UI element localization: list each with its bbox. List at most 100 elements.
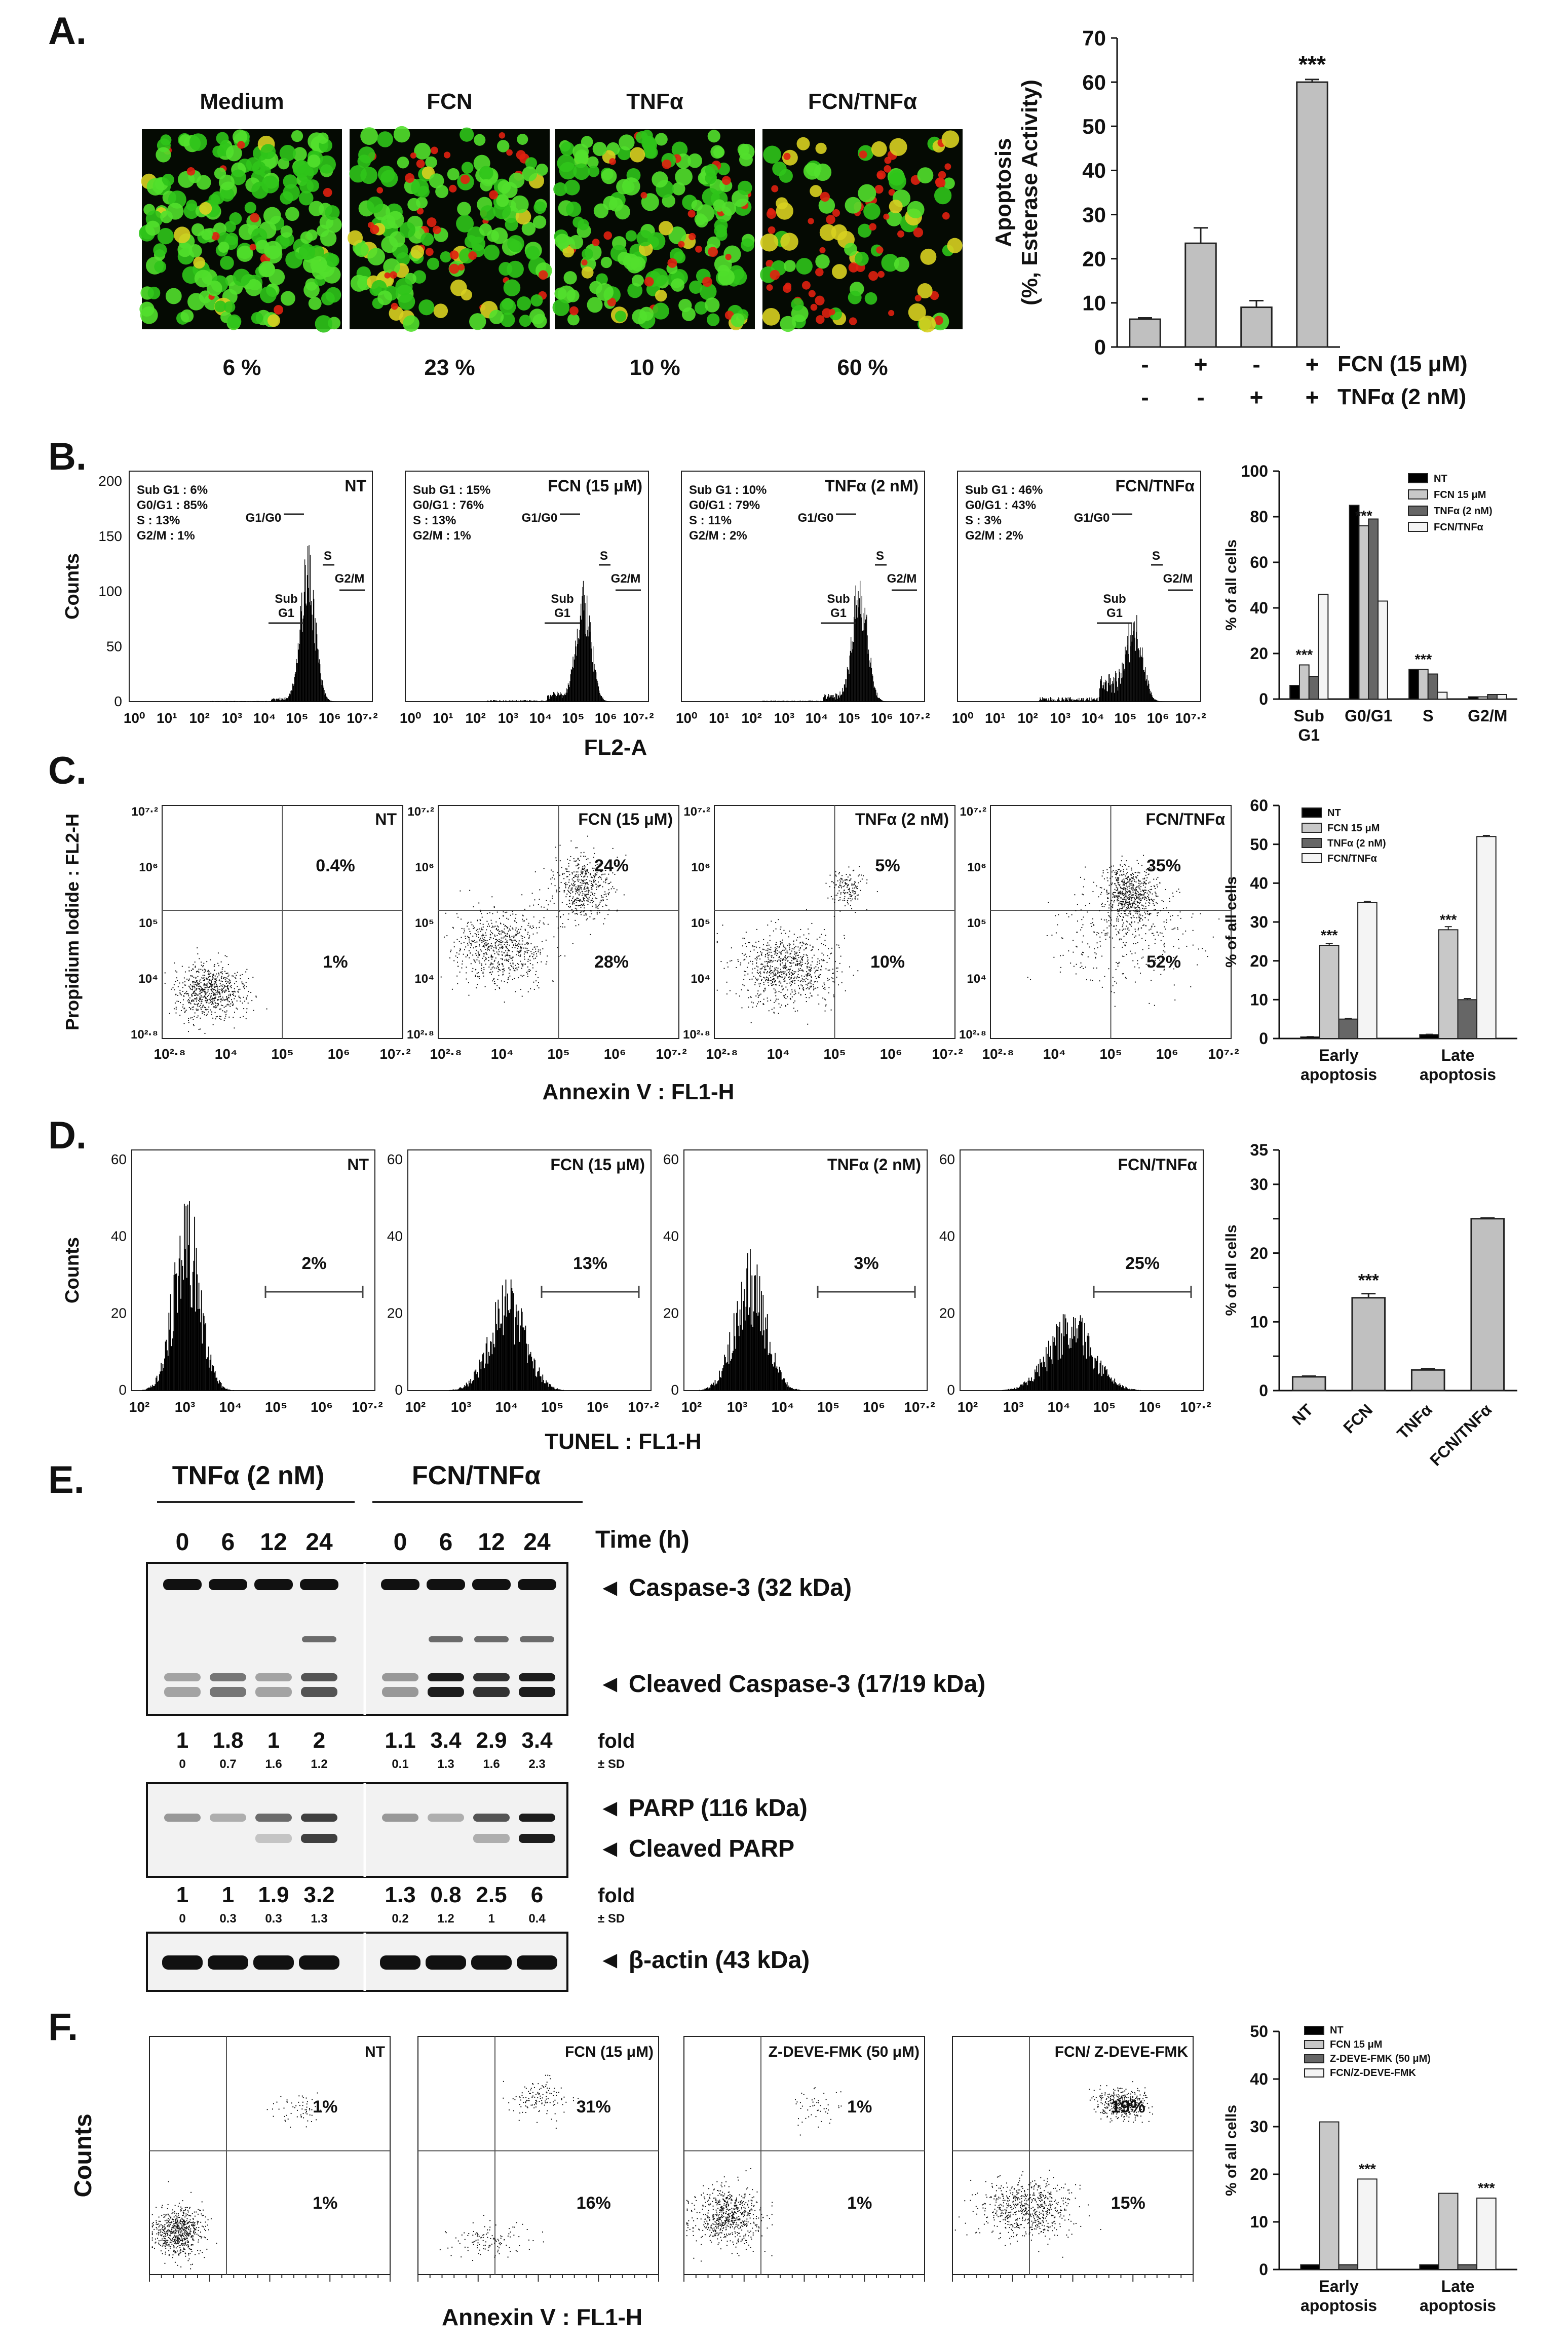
event-dot [485,958,487,959]
event-dot [579,889,580,890]
event-dot [240,978,241,980]
live-cell [507,235,524,252]
histogram-bar [1109,674,1110,702]
live-cell [713,199,726,212]
event-dot [222,996,223,998]
event-dot [796,977,797,979]
event-dot [526,972,527,973]
event-dot [192,1007,193,1008]
event-dot [220,1016,221,1017]
event-dot [193,964,194,966]
event-dot [483,941,485,942]
histogram-bar [514,701,515,702]
event-dot [226,1004,228,1006]
event-dot [794,976,795,978]
event-dot [617,864,619,865]
event-dot [596,889,597,890]
live-cell [496,194,509,207]
event-dot [832,969,833,970]
event-dot [846,874,847,875]
event-dot [1158,912,1159,913]
event-dot [791,977,792,978]
event-dot [1131,869,1132,871]
histogram-bar [1151,692,1152,702]
event-dot [471,924,473,926]
event-dot [775,980,776,982]
event-dot [202,978,204,979]
event-dot [1145,902,1146,904]
histogram-bar [522,700,523,702]
event-dot [551,869,552,871]
event-dot [569,896,570,898]
event-dot [752,1002,754,1004]
event-dot [491,956,492,957]
event-dot [592,902,593,904]
event-dot [793,934,795,935]
event-dot [203,972,205,973]
event-dot [222,973,223,975]
event-dot [468,950,470,951]
event-dot [512,940,514,941]
dead-cell [427,217,437,227]
event-dot [503,969,504,970]
event-dot [212,1003,213,1004]
event-dot [563,891,565,893]
event-dot [1103,919,1105,921]
event-dot [204,996,205,997]
event-dot [470,921,472,923]
cell-cycle-stat: G0/G1 : 85% [137,498,208,512]
bar [1427,673,1438,700]
event-dot [1101,932,1102,934]
event-dot [237,990,239,992]
event-dot [852,870,854,871]
y-tick-label: 10²·⁸ [407,1028,434,1042]
event-dot [1057,924,1058,926]
event-dot [228,990,230,992]
event-dot [192,981,194,983]
event-dot [192,1017,193,1018]
event-dot [1108,915,1110,916]
event-dot [502,958,503,960]
event-dot [576,890,578,891]
event-dot [597,907,599,909]
event-dot [807,959,809,960]
histogram-bar [325,693,326,702]
event-dot [599,901,601,903]
event-dot [798,968,799,970]
event-dot [840,886,842,887]
event-dot [776,948,778,949]
live-cell [762,307,780,326]
event-dot [522,940,523,942]
event-dot [759,958,761,960]
event-dot [582,869,583,870]
event-dot [584,894,586,895]
event-dot [225,981,226,982]
event-dot [764,966,766,967]
event-dot [582,893,584,895]
event-dot [459,971,461,973]
event-dot [577,879,578,880]
event-dot [756,1006,757,1007]
live-cell [427,257,440,270]
histogram-bar [816,700,817,702]
event-dot [1093,925,1095,926]
event-dot [773,973,775,975]
event-dot [845,884,847,886]
event-dot [515,927,517,929]
event-dot [606,877,607,879]
event-dot [779,984,780,986]
live-cell [193,256,206,269]
event-dot [776,942,777,943]
event-dot [509,939,511,941]
event-dot [180,1010,182,1011]
event-dot [483,955,485,957]
event-dot [485,958,486,960]
live-cell [694,213,706,225]
histogram-bar [1132,635,1133,702]
event-dot [488,923,489,925]
event-dot [235,995,236,997]
histogram-bar [781,701,782,702]
event-dot [216,990,218,991]
event-dot [217,991,219,993]
event-dot [532,964,533,966]
